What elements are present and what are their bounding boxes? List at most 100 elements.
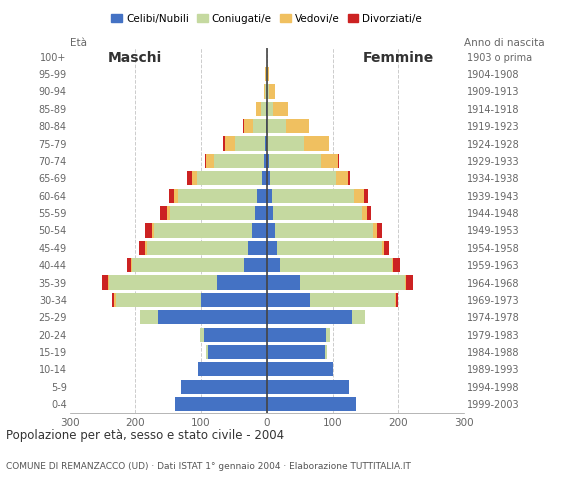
Bar <box>382 240 384 255</box>
Bar <box>267 84 270 98</box>
Bar <box>147 240 248 255</box>
Bar <box>256 102 261 116</box>
Bar <box>262 171 267 185</box>
Bar <box>145 240 147 255</box>
Bar <box>266 119 267 133</box>
Bar <box>377 223 382 238</box>
Bar <box>326 327 330 342</box>
Text: COMUNE DI REMANZACCO (UD) · Dati ISTAT 1° gennaio 2004 · Elaborazione TUTTITALIA: COMUNE DI REMANZACCO (UD) · Dati ISTAT 1… <box>6 462 411 471</box>
Bar <box>273 206 362 220</box>
Bar <box>244 258 267 272</box>
Bar <box>275 223 374 238</box>
Bar <box>267 223 275 238</box>
Bar <box>267 397 356 411</box>
Bar <box>352 310 365 324</box>
Bar <box>248 240 267 255</box>
Bar <box>273 102 288 116</box>
Bar <box>286 119 309 133</box>
Bar <box>266 67 267 81</box>
Bar <box>272 189 354 203</box>
Bar <box>347 171 350 185</box>
Bar <box>174 189 178 203</box>
Bar <box>384 240 389 255</box>
Text: Età: Età <box>70 38 86 48</box>
Bar <box>223 136 224 151</box>
Bar <box>244 119 253 133</box>
Bar <box>267 310 352 324</box>
Bar <box>263 154 267 168</box>
Bar <box>158 310 267 324</box>
Bar <box>267 136 303 151</box>
Bar <box>201 293 267 307</box>
Bar <box>267 362 332 376</box>
Bar <box>114 293 115 307</box>
Text: Anno di nascita: Anno di nascita <box>464 38 545 48</box>
Bar <box>140 310 158 324</box>
Text: Femmine: Femmine <box>362 51 434 65</box>
Bar <box>267 206 273 220</box>
Bar <box>218 276 267 289</box>
Bar <box>374 223 377 238</box>
Bar <box>187 171 192 185</box>
Bar <box>182 380 267 394</box>
Bar <box>362 206 367 220</box>
Bar <box>267 171 270 185</box>
Bar <box>405 276 406 289</box>
Bar <box>367 206 371 220</box>
Bar <box>267 67 269 81</box>
Bar <box>169 206 255 220</box>
Bar <box>270 171 336 185</box>
Bar <box>277 240 382 255</box>
Bar <box>160 206 167 220</box>
Bar <box>267 189 272 203</box>
Bar <box>263 84 265 98</box>
Bar <box>132 258 244 272</box>
Bar <box>392 258 393 272</box>
Bar <box>178 189 257 203</box>
Bar <box>214 154 263 168</box>
Bar <box>265 84 267 98</box>
Bar <box>198 362 267 376</box>
Bar <box>253 119 266 133</box>
Bar <box>139 240 145 255</box>
Bar <box>154 223 252 238</box>
Bar <box>336 171 347 185</box>
Bar <box>310 293 395 307</box>
Bar <box>406 276 413 289</box>
Bar <box>321 154 338 168</box>
Bar <box>169 189 174 203</box>
Bar <box>364 189 368 203</box>
Bar <box>224 136 235 151</box>
Bar <box>325 345 327 359</box>
Bar <box>192 171 197 185</box>
Bar <box>338 154 339 168</box>
Bar <box>269 154 321 168</box>
Bar <box>206 154 214 168</box>
Bar <box>354 189 364 203</box>
Bar <box>393 258 400 272</box>
Bar <box>267 327 326 342</box>
Bar <box>201 327 204 342</box>
Bar <box>204 327 267 342</box>
Bar <box>261 102 266 116</box>
Bar <box>267 345 325 359</box>
Bar <box>115 293 201 307</box>
Bar <box>197 171 262 185</box>
Bar <box>396 293 398 307</box>
Bar <box>175 397 267 411</box>
Bar <box>130 258 132 272</box>
Bar <box>152 223 154 238</box>
Bar <box>266 102 267 116</box>
Bar <box>252 223 267 238</box>
Bar <box>270 84 275 98</box>
Bar <box>205 154 206 168</box>
Bar <box>109 276 218 289</box>
Bar <box>257 189 267 203</box>
Bar <box>280 258 392 272</box>
Bar <box>267 380 349 394</box>
Text: Maschi: Maschi <box>108 51 162 65</box>
Bar <box>243 119 244 133</box>
Bar <box>300 276 405 289</box>
Bar <box>303 136 329 151</box>
Bar <box>167 206 169 220</box>
